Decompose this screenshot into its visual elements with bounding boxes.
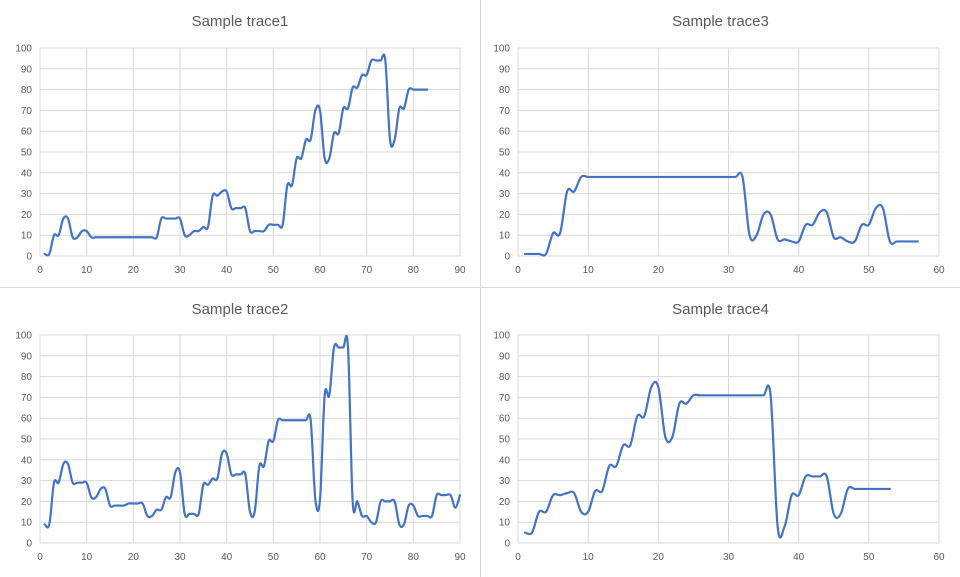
sample-trace1-xtick-label: 60 (314, 265, 326, 276)
sample-trace2-title: Sample trace2 (192, 301, 289, 318)
sample-trace2-xtick-label: 80 (408, 552, 420, 563)
sample-trace2-ytick-label: 60 (21, 414, 33, 425)
sample-trace1-xtick-label: 70 (361, 265, 373, 276)
sample-trace2-ytick-label: 50 (21, 435, 33, 446)
sample-trace1-xtick-label: 20 (128, 265, 140, 276)
sample-trace1-title: Sample trace1 (192, 13, 289, 30)
chart-trace4: Sample trace4 0 10 20 30 40 50 60 70 80 90 100 0 10 20… (493, 301, 945, 563)
sample-trace2-xtick-label: 70 (361, 552, 373, 563)
sample-trace3-ytick-label: 10 (499, 231, 511, 242)
sample-trace2-ytick-label: 70 (21, 393, 33, 404)
sample-trace4-ytick-label: 100 (493, 331, 510, 342)
sample-trace3-xtick-label: 10 (583, 265, 595, 276)
sample-trace4-ytick-label: 90 (499, 351, 511, 362)
sample-trace4-ytick-label: 50 (499, 435, 511, 446)
sample-trace3-title: Sample trace3 (672, 13, 769, 30)
sample-trace4-ytick-label: 70 (499, 393, 511, 404)
sample-trace3-xtick-label: 20 (653, 265, 665, 276)
sample-trace1-xtick-label: 80 (408, 265, 420, 276)
sample-trace1-series-line (43, 53, 429, 257)
chart-panel-trace1: Sample trace1 0 10 20 30 40 50 60 70 80 90 100 0 10 20… (0, 0, 480, 287)
sample-trace3-ytick-label: 80 (499, 85, 511, 96)
sample-trace3-ytick-label: 30 (499, 189, 511, 200)
sample-trace2-ytick-label: 40 (21, 455, 33, 466)
sample-trace2-ytick-label: 10 (21, 518, 33, 529)
chart-trace2: Sample trace2 0 10 20 30 40 50 60 70 80 90 100 0 10 20… (15, 301, 466, 563)
sample-trace4-ytick-label: 80 (499, 372, 511, 383)
sample-trace1-xtick-label: 50 (268, 265, 280, 276)
sample-trace2-xtick-label: 60 (314, 552, 326, 563)
chart-trace1: Sample trace1 0 10 20 30 40 50 60 70 80 90 100 0 10 20… (15, 13, 466, 276)
sample-trace2-ytick-label: 0 (26, 539, 32, 550)
sample-trace2-ytick-label: 90 (21, 351, 33, 362)
sample-trace3-xtick-label: 50 (863, 265, 875, 276)
chart-panel-trace2: Sample trace2 0 10 20 30 40 50 60 70 80 90 100 0 10 20… (0, 288, 480, 577)
chart-trace3: Sample trace3 0 10 20 30 40 50 60 70 80 90 100 0 10 20… (493, 13, 945, 276)
sample-trace1-ytick-label: 20 (21, 210, 33, 221)
sample-trace1-xtick-label: 30 (174, 265, 186, 276)
sample-trace2-xtick-label: 90 (454, 552, 466, 563)
sample-trace3-ytick-label: 90 (499, 64, 511, 75)
sample-trace3-xtick-label: 60 (933, 265, 945, 276)
sample-trace2-xtick-label: 10 (81, 552, 93, 563)
sample-trace2-series-line (43, 334, 462, 529)
sample-trace1-xtick-label: 0 (37, 265, 43, 276)
chart-panel-trace4: Sample trace4 0 10 20 30 40 50 60 70 80 90 100 0 10 20… (481, 288, 960, 577)
sample-trace1-ytick-label: 40 (21, 168, 33, 179)
sample-trace2-ytick-label: 80 (21, 372, 33, 383)
sample-trace3-ytick-label: 20 (499, 210, 511, 221)
sample-trace4-ytick-label: 10 (499, 518, 511, 529)
sample-trace4-xtick-label: 10 (583, 552, 595, 563)
sample-trace1-ytick-label: 10 (21, 231, 33, 242)
sample-trace2-xtick-label: 50 (268, 552, 280, 563)
sample-trace4-ytick-label: 30 (499, 476, 511, 487)
sample-trace3-ytick-label: 100 (493, 44, 510, 55)
sample-trace1-ytick-label: 70 (21, 106, 33, 117)
sample-trace4-ytick-label: 40 (499, 455, 511, 466)
sample-trace2-xtick-label: 30 (174, 552, 186, 563)
sample-trace1-ytick-label: 100 (15, 44, 32, 55)
sample-trace4-xtick-label: 60 (933, 552, 945, 563)
sample-trace2-ytick-label: 30 (21, 476, 33, 487)
panel-divider-horizontal (0, 287, 960, 288)
sample-trace1-ytick-label: 60 (21, 127, 33, 138)
sample-trace3-xtick-label: 0 (515, 265, 521, 276)
sample-trace2-ytick-label: 20 (21, 497, 33, 508)
sample-trace1-ytick-label: 30 (21, 189, 33, 200)
sample-trace4-xtick-label: 0 (515, 552, 521, 563)
sample-trace3-ytick-label: 70 (499, 106, 511, 117)
sample-trace4-title: Sample trace4 (672, 301, 769, 318)
panel-divider-vertical (480, 0, 481, 577)
sample-trace1-xtick-label: 90 (454, 265, 466, 276)
sample-trace4-ytick-label: 20 (499, 497, 511, 508)
sample-trace1-ytick-label: 90 (21, 64, 33, 75)
sample-trace4-series-line (523, 380, 891, 539)
sample-trace4-xtick-label: 30 (723, 552, 735, 563)
sample-trace4-ytick-label: 60 (499, 414, 511, 425)
sample-trace3-ytick-label: 0 (504, 252, 510, 263)
sample-trace1-ytick-label: 80 (21, 85, 33, 96)
sample-trace4-xtick-label: 50 (863, 552, 875, 563)
sample-trace1-xtick-label: 10 (81, 265, 93, 276)
sample-trace4-ytick-label: 0 (504, 539, 510, 550)
chart-panel-trace3: Sample trace3 0 10 20 30 40 50 60 70 80 90 100 0 10 20… (481, 0, 960, 287)
sample-trace1-ytick-label: 50 (21, 148, 33, 159)
sample-trace3-xtick-label: 40 (793, 265, 805, 276)
sample-trace3-ytick-label: 40 (499, 168, 511, 179)
sample-trace2-xtick-label: 0 (37, 552, 43, 563)
sample-trace2-xtick-label: 20 (128, 552, 140, 563)
sample-trace3-ytick-label: 60 (499, 127, 511, 138)
sample-trace1-xtick-label: 40 (221, 265, 233, 276)
sample-trace2-xtick-label: 40 (221, 552, 233, 563)
sample-trace4-xtick-label: 40 (793, 552, 805, 563)
sample-trace2-ytick-label: 100 (15, 331, 32, 342)
sample-trace1-ytick-label: 0 (26, 252, 32, 263)
sample-trace4-xtick-label: 20 (653, 552, 665, 563)
sample-trace3-xtick-label: 30 (723, 265, 735, 276)
sample-trace3-ytick-label: 50 (499, 148, 511, 159)
sample-trace3-series-line (523, 171, 920, 257)
